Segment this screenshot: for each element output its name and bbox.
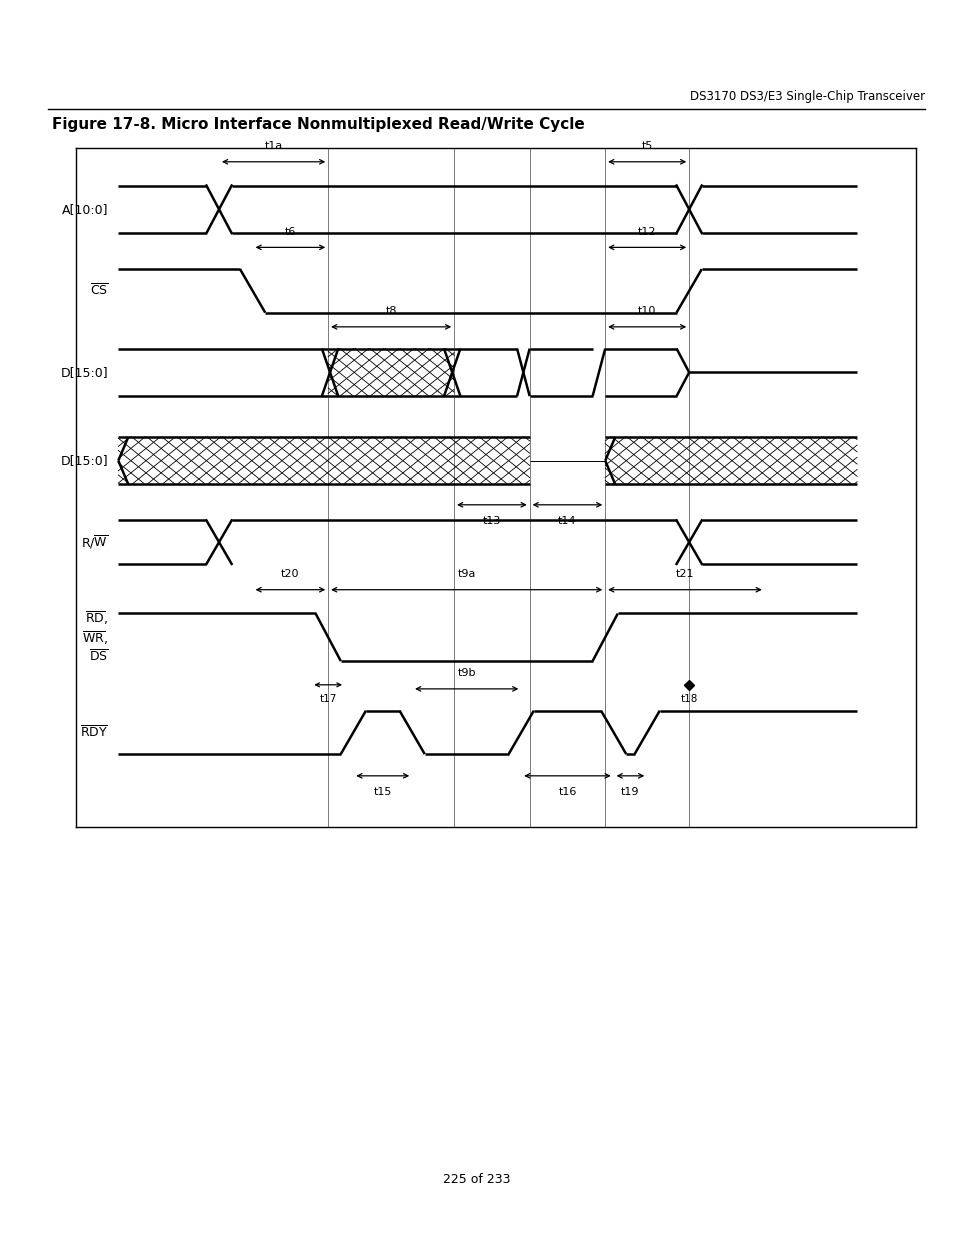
Text: t6: t6 — [284, 226, 295, 236]
Text: t9a: t9a — [457, 569, 476, 579]
Text: t1a: t1a — [264, 141, 282, 151]
Text: Figure 17-8. Micro Interface Nonmultiplexed Read/Write Cycle: Figure 17-8. Micro Interface Nonmultiple… — [52, 117, 584, 132]
Text: t20: t20 — [281, 569, 299, 579]
Text: t10: t10 — [638, 306, 656, 316]
Text: $\overline{\mathrm{RDY}}$: $\overline{\mathrm{RDY}}$ — [80, 725, 108, 740]
Text: t19: t19 — [620, 787, 639, 797]
Text: t15: t15 — [374, 787, 392, 797]
Text: D[15:0]: D[15:0] — [61, 454, 108, 467]
Text: R/$\overline{\mathrm{W}}$: R/$\overline{\mathrm{W}}$ — [81, 534, 108, 551]
Text: t17: t17 — [319, 694, 336, 704]
Text: t18: t18 — [679, 694, 698, 704]
Text: t5: t5 — [640, 141, 652, 151]
Text: $\overline{\mathrm{CS}}$: $\overline{\mathrm{CS}}$ — [90, 283, 108, 299]
Text: t14: t14 — [558, 516, 576, 526]
Text: t21: t21 — [675, 569, 694, 579]
Text: t16: t16 — [558, 787, 576, 797]
Text: 225 of 233: 225 of 233 — [443, 1172, 510, 1186]
Text: t9b: t9b — [457, 668, 476, 678]
Text: t13: t13 — [482, 516, 500, 526]
Text: t8: t8 — [385, 306, 396, 316]
Text: DS3170 DS3/E3 Single-Chip Transceiver: DS3170 DS3/E3 Single-Chip Transceiver — [690, 89, 924, 103]
Text: D[15:0]: D[15:0] — [61, 366, 108, 379]
Text: t12: t12 — [638, 226, 656, 236]
Text: A[10:0]: A[10:0] — [62, 203, 108, 216]
Text: $\overline{\mathrm{RD}}$,
$\overline{\mathrm{WR}}$,
$\overline{\mathrm{DS}}$: $\overline{\mathrm{RD}}$, $\overline{\ma… — [82, 610, 108, 664]
